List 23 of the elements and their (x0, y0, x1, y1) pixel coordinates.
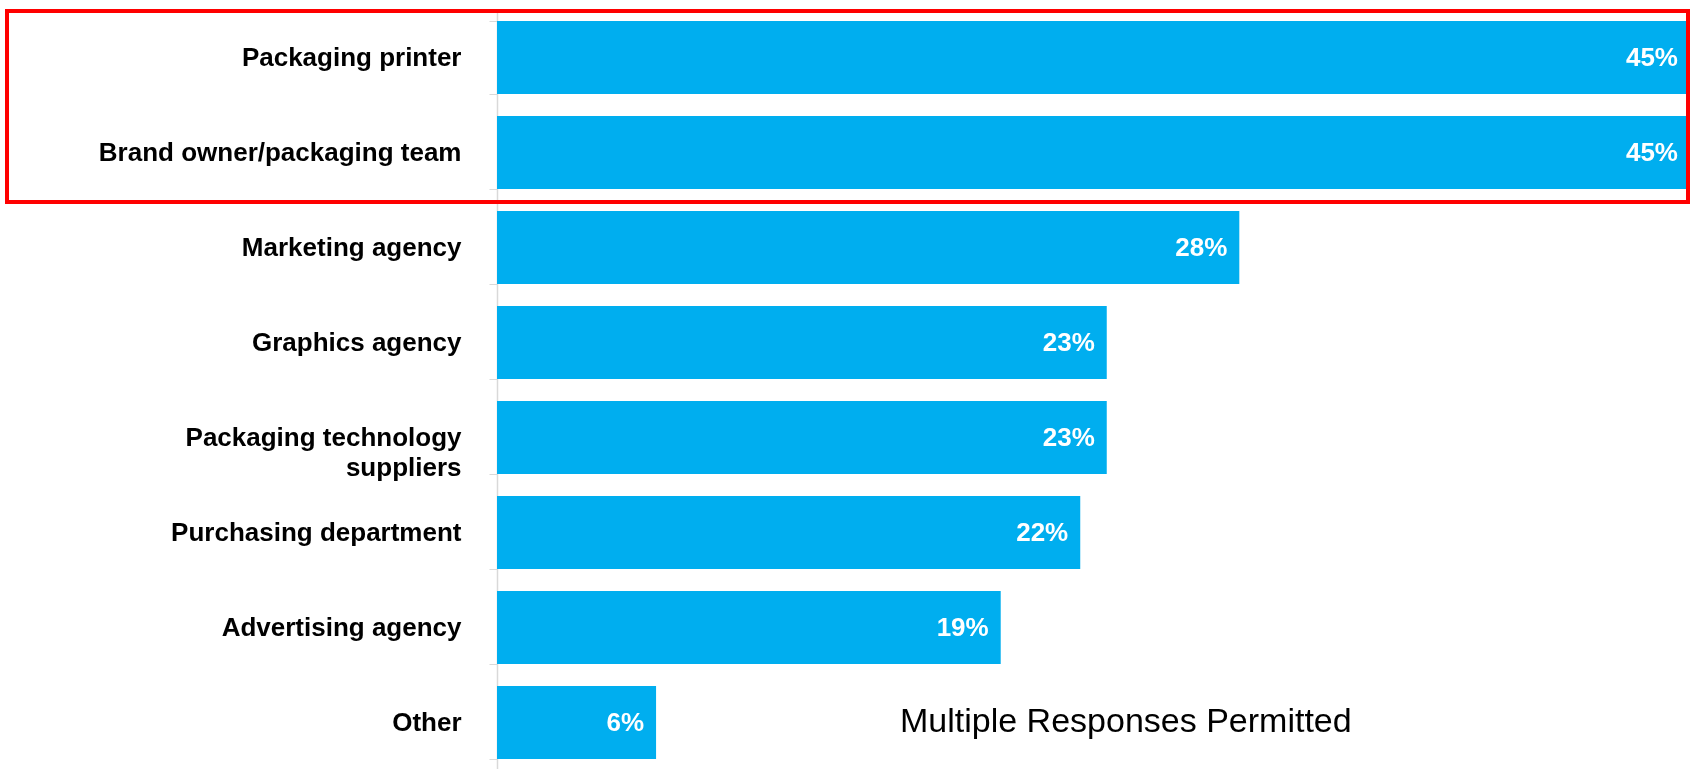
data-label: 22% (1016, 516, 1069, 547)
y-tick-label: Packaging technology suppliers (185, 422, 463, 482)
y-tick-label: Other (392, 707, 462, 737)
data-label: 23% (1042, 421, 1095, 452)
y-tick-label: Advertising agency (221, 612, 463, 642)
bar (497, 305, 1107, 380)
y-tick-label: Marketing agency (241, 232, 463, 262)
data-label: 28% (1175, 231, 1228, 262)
bar (497, 210, 1240, 285)
y-tick-label: Brand owner/packaging team (98, 137, 462, 167)
y-tick-label: Graphics agency (251, 327, 463, 357)
data-label: 19% (936, 611, 989, 642)
bar (497, 495, 1081, 570)
data-label: 23% (1042, 326, 1095, 357)
bar (497, 590, 1001, 665)
annotation: Multiple Responses Permitted (900, 701, 1352, 739)
bar (497, 685, 657, 760)
bar (497, 400, 1107, 475)
data-label: 45% (1625, 41, 1678, 72)
y-tick-label: Packaging printer (241, 42, 462, 72)
data-label: 45% (1625, 136, 1678, 167)
y-tick-label: Purchasing department (171, 517, 462, 547)
data-label: 6% (606, 706, 645, 737)
